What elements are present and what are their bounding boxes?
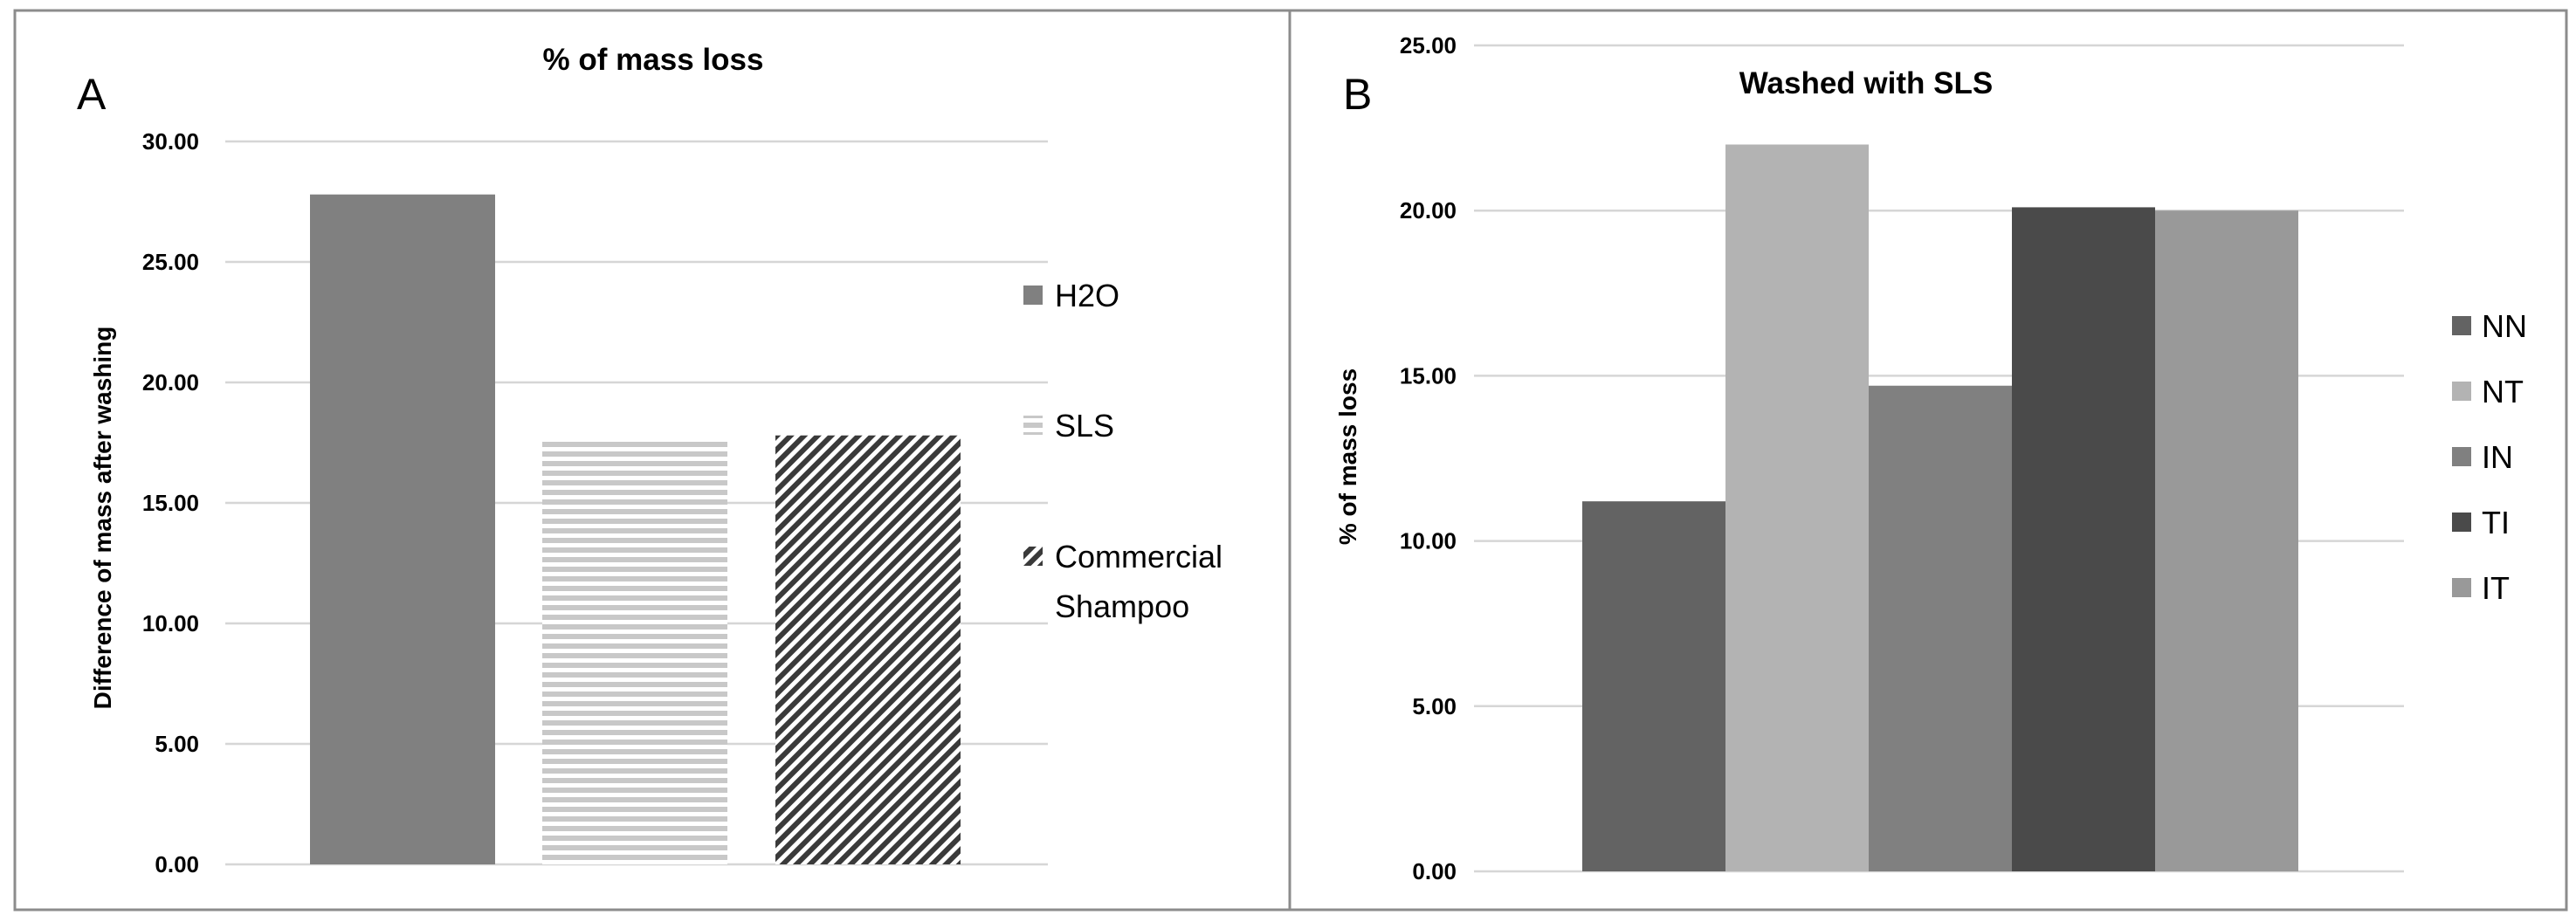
- legend-label-in: IN: [2482, 439, 2513, 475]
- chart-b-y-ticks: 0.00 5.00 10.00 15.00 20.00 25.00: [1400, 32, 1457, 884]
- legend-label-it: IT: [2482, 570, 2510, 606]
- legend-label-sls: SLS: [1055, 408, 1114, 444]
- chart-a-y-tick-label: 20.00: [142, 369, 199, 396]
- chart-b-y-tick-label: 25.00: [1400, 32, 1457, 58]
- chart-a-y-tick-label: 25.00: [142, 249, 199, 275]
- chart-panel-b: B Washed with SLS % of mass loss 0.00 5.0…: [1288, 9, 2568, 912]
- chart-b-y-tick-label: 20.00: [1400, 197, 1457, 224]
- bar-it: [2155, 210, 2298, 871]
- bar-in: [1869, 385, 2012, 871]
- legend-swatch-nt: [2452, 382, 2471, 401]
- chart-b-title: Washed with SLS: [1739, 66, 1993, 100]
- legend-swatch-commercial-shampoo: [1023, 547, 1043, 566]
- chart-a-y-ticks: 0.00 5.00 10.00 15.00 20.00 25.00 30.00: [142, 128, 199, 877]
- legend-label-commercial-shampoo: Commercial: [1055, 539, 1223, 575]
- legend-label-commercial-shampoo: Shampoo: [1055, 588, 1189, 624]
- legend-label-nn: NN: [2482, 308, 2527, 344]
- chart-b-bars: [1582, 144, 2298, 871]
- chart-b-y-axis-label: % of mass loss: [1334, 368, 1361, 545]
- legend-swatch-ti: [2452, 513, 2471, 532]
- bar-h2o: [310, 194, 495, 865]
- legend-label-h2o: H2O: [1055, 278, 1119, 313]
- bar-nt: [1725, 144, 1869, 871]
- legend-swatch-nn: [2452, 316, 2471, 335]
- chart-a-bars: [310, 194, 961, 865]
- chart-b-y-tick-label: 15.00: [1400, 362, 1457, 389]
- chart-a-y-tick-label: 0.00: [155, 851, 199, 877]
- legend-swatch-sls: [1023, 416, 1043, 435]
- legend-swatch-h2o: [1023, 286, 1043, 305]
- chart-a-y-axis-label: Difference of mass after washing: [89, 327, 116, 710]
- legend-label-ti: TI: [2482, 505, 2510, 540]
- chart-b-y-tick-label: 10.00: [1400, 528, 1457, 554]
- chart-a-y-tick-label: 5.00: [155, 731, 199, 757]
- chart-b-y-tick-label: 5.00: [1412, 693, 1457, 719]
- chart-panel-a: A % of mass loss Difference of mass afte…: [13, 9, 1291, 912]
- chart-a-y-tick-label: 30.00: [142, 128, 199, 155]
- bar-nn: [1582, 501, 1725, 871]
- chart-b-legend: NN NT IN TI IT: [2452, 308, 2527, 606]
- bar-sls: [542, 440, 727, 864]
- panel-b-letter: B: [1343, 70, 1372, 119]
- legend-swatch-in: [2452, 447, 2471, 466]
- legend-swatch-it: [2452, 578, 2471, 597]
- chart-a-title: % of mass loss: [543, 43, 764, 77]
- panel-a-letter: A: [77, 70, 107, 119]
- bar-ti: [2012, 207, 2155, 871]
- legend-label-nt: NT: [2482, 374, 2524, 409]
- bar-commercial-shampoo: [775, 435, 961, 864]
- chart-a-y-tick-label: 10.00: [142, 610, 199, 636]
- chart-b-y-tick-label: 0.00: [1412, 858, 1457, 884]
- chart-a-legend: H2O SLS Commercial Shampoo: [1023, 278, 1223, 624]
- chart-a-y-tick-label: 15.00: [142, 490, 199, 516]
